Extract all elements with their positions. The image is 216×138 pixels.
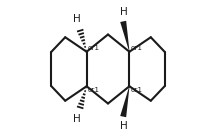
Polygon shape xyxy=(120,21,130,52)
Text: or1: or1 xyxy=(130,87,143,93)
Text: H: H xyxy=(73,14,81,24)
Polygon shape xyxy=(120,86,130,117)
Text: or1: or1 xyxy=(88,45,100,51)
Text: H: H xyxy=(73,114,81,124)
Text: or1: or1 xyxy=(88,87,100,93)
Text: or1: or1 xyxy=(130,45,143,51)
Text: H: H xyxy=(120,121,128,131)
Text: H: H xyxy=(120,7,128,17)
